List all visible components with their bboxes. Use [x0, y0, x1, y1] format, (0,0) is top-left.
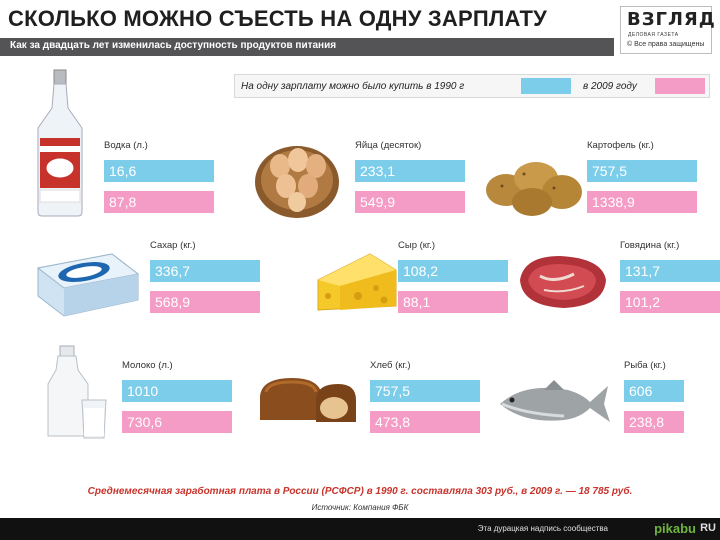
header: СКОЛЬКО МОЖНО СЪЕСТЬ НА ОДНУ ЗАРПЛАТУ Ка… — [0, 0, 720, 58]
legend-label-1990: На одну зарплату можно было купить в 199… — [241, 81, 465, 92]
vzglyad-logo: ВЗГЛЯД ДЕЛОВАЯ ГАЗЕТА © Все права защище… — [620, 6, 715, 54]
bar-value: 730,6 — [127, 414, 163, 430]
bar-value: 757,5 — [375, 383, 411, 399]
food-label: Говядина (кг.) — [620, 240, 680, 251]
eggs-basket-icon — [252, 120, 342, 225]
logo-tagline: ДЕЛОВАЯ ГАЗЕТА — [628, 32, 679, 38]
sugar-pack-icon — [32, 248, 142, 325]
bar-value: 101,2 — [625, 294, 661, 310]
logo-copyright: © Все права защищены — [627, 41, 705, 48]
milk-icon — [44, 344, 110, 445]
bar-value: 606 — [629, 383, 653, 399]
bar-2009-sugar: 568,9 — [150, 291, 260, 313]
bar-2009-vodka: 87,8 — [104, 191, 214, 213]
bar-2009-bread: 473,8 — [370, 411, 480, 433]
bar-value: 238,8 — [629, 414, 665, 430]
logo-text: ВЗГЛЯД — [627, 9, 716, 30]
food-label: Сыр (кг.) — [398, 240, 436, 251]
legend-swatch-1990 — [521, 78, 571, 94]
page-title: СКОЛЬКО МОЖНО СЪЕСТЬ НА ОДНУ ЗАРПЛАТУ — [8, 6, 548, 31]
bar-1990-sugar: 336,7 — [150, 260, 260, 282]
bar-value: 1010 — [127, 383, 159, 399]
pikabu-tld: RU — [700, 522, 716, 534]
bar-value: 568,9 — [155, 294, 191, 310]
bar-value: 1338,9 — [592, 194, 635, 210]
bar-1990-bread: 757,5 — [370, 380, 480, 402]
legend-label-2009: в 2009 году — [583, 81, 637, 92]
vodka-bottle-icon — [30, 68, 90, 223]
food-label: Рыба (кг.) — [624, 360, 666, 371]
bar-1990-eggs: 233,1 — [355, 160, 465, 182]
bar-value: 87,8 — [109, 194, 137, 210]
food-label: Картофель (кг.) — [587, 140, 654, 151]
fish-icon — [494, 378, 612, 433]
bar-value: 336,7 — [155, 263, 191, 279]
food-label: Водка (л.) — [104, 140, 148, 151]
source-note: Источник: Компания ФБК — [311, 503, 409, 512]
food-label: Сахар (кг.) — [150, 240, 196, 251]
bread-icon — [256, 374, 360, 431]
food-label: Хлеб (кг.) — [370, 360, 411, 371]
bar-1990-vodka: 16,6 — [104, 160, 214, 182]
bar-2009-potatoes: 1338,9 — [587, 191, 697, 213]
bar-2009-fish: 238,8 — [624, 411, 684, 433]
salary-note: Среднемесячная заработная плата в России… — [87, 486, 633, 497]
bar-2009-beef: 101,2 — [620, 291, 720, 313]
legend: На одну зарплату можно было купить в 199… — [234, 74, 710, 98]
bar-value: 473,8 — [375, 414, 411, 430]
bar-value: 88,1 — [403, 294, 431, 310]
bar-1990-beef: 131,7 — [620, 260, 720, 282]
bar-value: 16,6 — [109, 163, 137, 179]
community-caption: Эта дурацкая надпись сообщества — [477, 524, 608, 533]
legend-swatch-2009 — [655, 78, 705, 94]
watermark-bar: Эта дурацкая надпись сообщества pikabu R… — [0, 518, 720, 540]
bar-value: 131,7 — [625, 263, 661, 279]
bar-2009-eggs: 549,9 — [355, 191, 465, 213]
bar-value: 233,1 — [360, 163, 396, 179]
page-subtitle: Как за двадцать лет изменилась доступнос… — [10, 40, 337, 51]
bar-1990-potatoes: 757,5 — [587, 160, 697, 182]
bar-1990-milk: 1010 — [122, 380, 232, 402]
food-label: Яйца (десяток) — [355, 140, 422, 151]
pikabu-logo[interactable]: pikabu — [654, 521, 696, 536]
cheese-icon — [314, 250, 400, 319]
bar-value: 549,9 — [360, 194, 396, 210]
potatoes-icon — [484, 150, 584, 225]
beef-icon — [514, 250, 610, 317]
bar-2009-milk: 730,6 — [122, 411, 232, 433]
subtitle-bar — [0, 38, 614, 56]
bar-1990-cheese: 108,2 — [398, 260, 508, 282]
bar-value: 108,2 — [403, 263, 439, 279]
bar-2009-cheese: 88,1 — [398, 291, 508, 313]
food-label: Молоко (л.) — [122, 360, 173, 371]
bar-1990-fish: 606 — [624, 380, 684, 402]
bar-value: 757,5 — [592, 163, 628, 179]
